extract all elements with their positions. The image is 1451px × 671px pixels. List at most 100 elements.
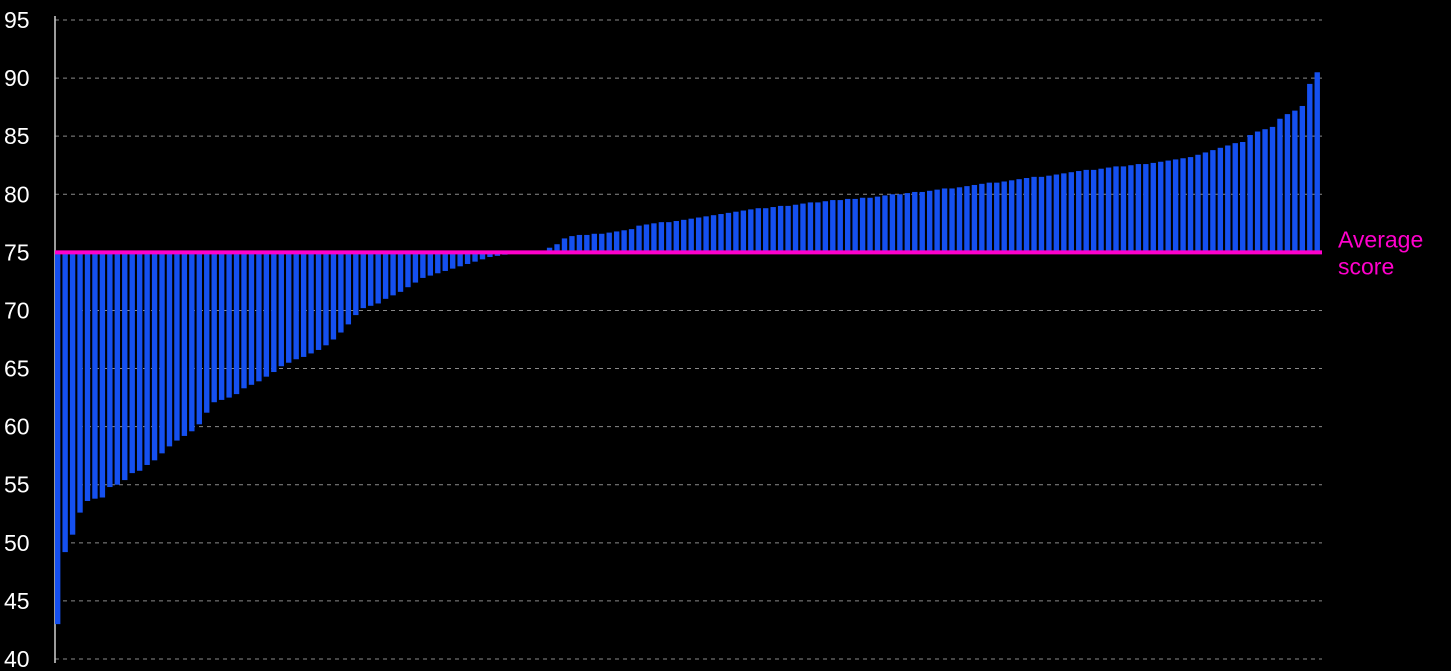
bar	[189, 252, 195, 432]
bar	[345, 252, 352, 325]
bar	[740, 210, 747, 253]
bar	[1254, 131, 1261, 253]
bar	[375, 252, 381, 304]
bar	[934, 189, 940, 253]
bar	[770, 207, 776, 253]
bar	[1247, 135, 1253, 253]
bar	[912, 191, 918, 253]
bar	[360, 252, 366, 309]
bar	[442, 252, 448, 271]
bar	[636, 225, 642, 253]
y-tick-label: 45	[4, 588, 30, 614]
bar	[926, 190, 933, 253]
bar	[1098, 168, 1104, 253]
bars	[55, 72, 1320, 625]
bar	[323, 252, 329, 346]
bar	[859, 197, 866, 253]
bar	[1038, 176, 1045, 253]
y-tick-label: 55	[4, 472, 30, 498]
bar	[815, 202, 821, 253]
bar	[286, 252, 292, 363]
bar	[1128, 165, 1134, 253]
bar	[882, 195, 888, 253]
bar	[1262, 129, 1268, 253]
bar	[144, 252, 150, 465]
bar	[1023, 178, 1030, 253]
bar	[1284, 114, 1291, 253]
bar	[695, 217, 702, 253]
bar	[211, 252, 217, 403]
bar	[315, 252, 322, 350]
bar	[338, 252, 344, 333]
bar	[949, 188, 955, 253]
bar	[1240, 141, 1246, 253]
bar	[718, 214, 724, 253]
bar	[77, 252, 83, 513]
bar	[405, 252, 411, 288]
bar	[450, 252, 456, 269]
bar	[1113, 166, 1119, 253]
bar	[368, 252, 374, 306]
bar	[941, 188, 948, 253]
bar	[1076, 171, 1082, 253]
bar	[55, 252, 61, 625]
bar	[278, 252, 284, 367]
bar	[1105, 167, 1112, 253]
bar	[1008, 180, 1015, 253]
bar	[472, 252, 478, 262]
bar	[658, 222, 665, 253]
bar	[1187, 157, 1194, 253]
bar	[763, 208, 769, 253]
bar	[837, 200, 843, 253]
bar	[457, 252, 463, 267]
bar	[710, 215, 717, 253]
bar	[1120, 166, 1127, 253]
bar	[427, 252, 434, 276]
bar	[226, 252, 232, 398]
bar	[1031, 176, 1037, 253]
bar	[435, 252, 441, 274]
bar	[412, 252, 419, 283]
y-tick-label: 90	[4, 65, 30, 91]
bar	[748, 209, 754, 253]
bar	[822, 201, 829, 253]
bar	[233, 252, 240, 395]
bar	[1210, 150, 1216, 253]
bar	[1165, 160, 1171, 253]
bar	[330, 252, 337, 340]
bar	[1150, 162, 1156, 253]
bar	[1046, 175, 1052, 253]
bar	[1292, 110, 1298, 253]
bar	[1172, 159, 1179, 253]
bar	[986, 182, 992, 253]
y-tick-label: 95	[4, 7, 30, 33]
bar	[293, 252, 299, 360]
y-tick-label: 60	[4, 414, 30, 440]
bar	[136, 252, 143, 471]
bar	[308, 252, 314, 354]
y-tick-label: 75	[4, 239, 30, 265]
bar	[621, 230, 627, 253]
bar	[181, 252, 188, 436]
bar	[1053, 174, 1060, 253]
y-tick-label: 85	[4, 123, 30, 149]
bar	[1068, 172, 1074, 253]
y-tick-label: 65	[4, 356, 30, 382]
bar	[390, 252, 396, 296]
bar	[755, 208, 761, 253]
bar	[256, 252, 262, 382]
bar	[599, 233, 605, 253]
bar	[1299, 105, 1306, 253]
bar	[1217, 147, 1224, 253]
bar	[874, 196, 881, 253]
bar	[733, 211, 739, 253]
y-tick-label: 40	[4, 646, 30, 671]
bar	[1307, 83, 1313, 253]
bar	[1269, 126, 1276, 253]
bar	[904, 193, 911, 253]
bar	[1135, 164, 1142, 253]
bar	[1202, 152, 1209, 253]
bar	[546, 247, 553, 253]
